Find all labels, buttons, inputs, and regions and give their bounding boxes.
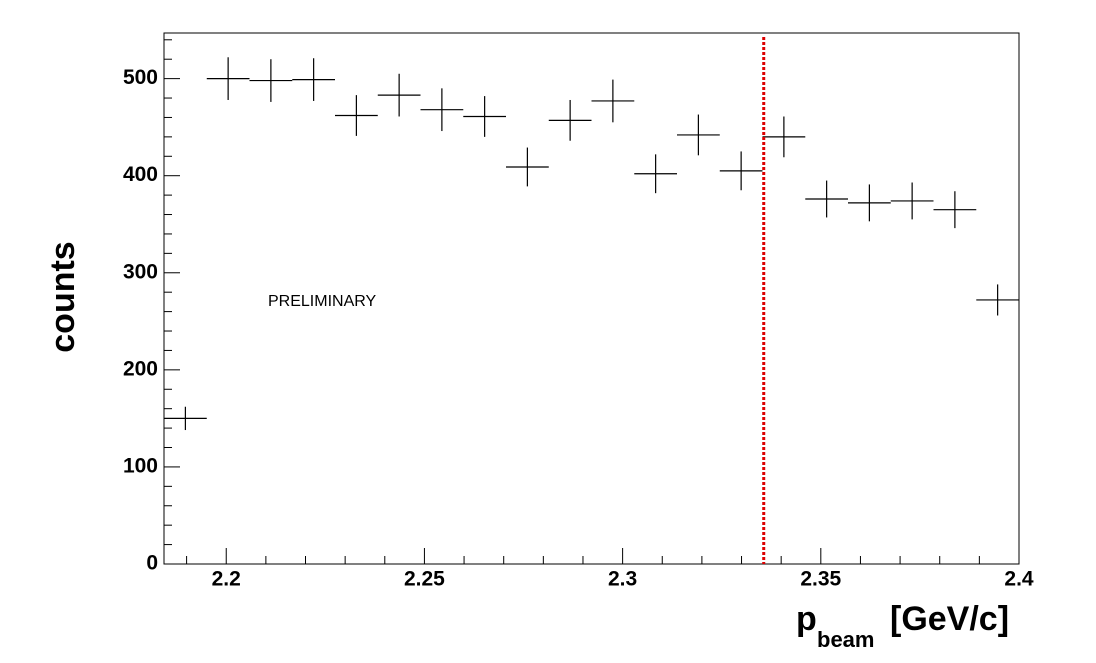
x-axis-label-unit: [GeV/c] [890, 600, 1009, 638]
x-tick-label: 2.4 [1004, 568, 1034, 591]
x-tick-label: 2.2 [212, 568, 241, 591]
y-tick-label: 200 [123, 357, 158, 380]
y-tick-label: 100 [123, 454, 158, 477]
x-tick-label: 2.3 [608, 568, 637, 591]
y-axis-label: counts [44, 241, 82, 352]
y-tick-label: 400 [123, 163, 158, 186]
annotation: PRELIMINARY [268, 293, 377, 310]
y-tick-label: 0 [146, 552, 158, 575]
x-tick-label: 2.25 [404, 568, 445, 591]
plot-frame [163, 32, 1020, 565]
y-tick-label: 500 [123, 66, 158, 89]
y-tick-label: 300 [123, 260, 158, 283]
x-axis-label-subscript: beam [817, 627, 874, 652]
x-tick-label: 2.35 [800, 568, 841, 591]
x-axis-label: p [796, 600, 817, 638]
